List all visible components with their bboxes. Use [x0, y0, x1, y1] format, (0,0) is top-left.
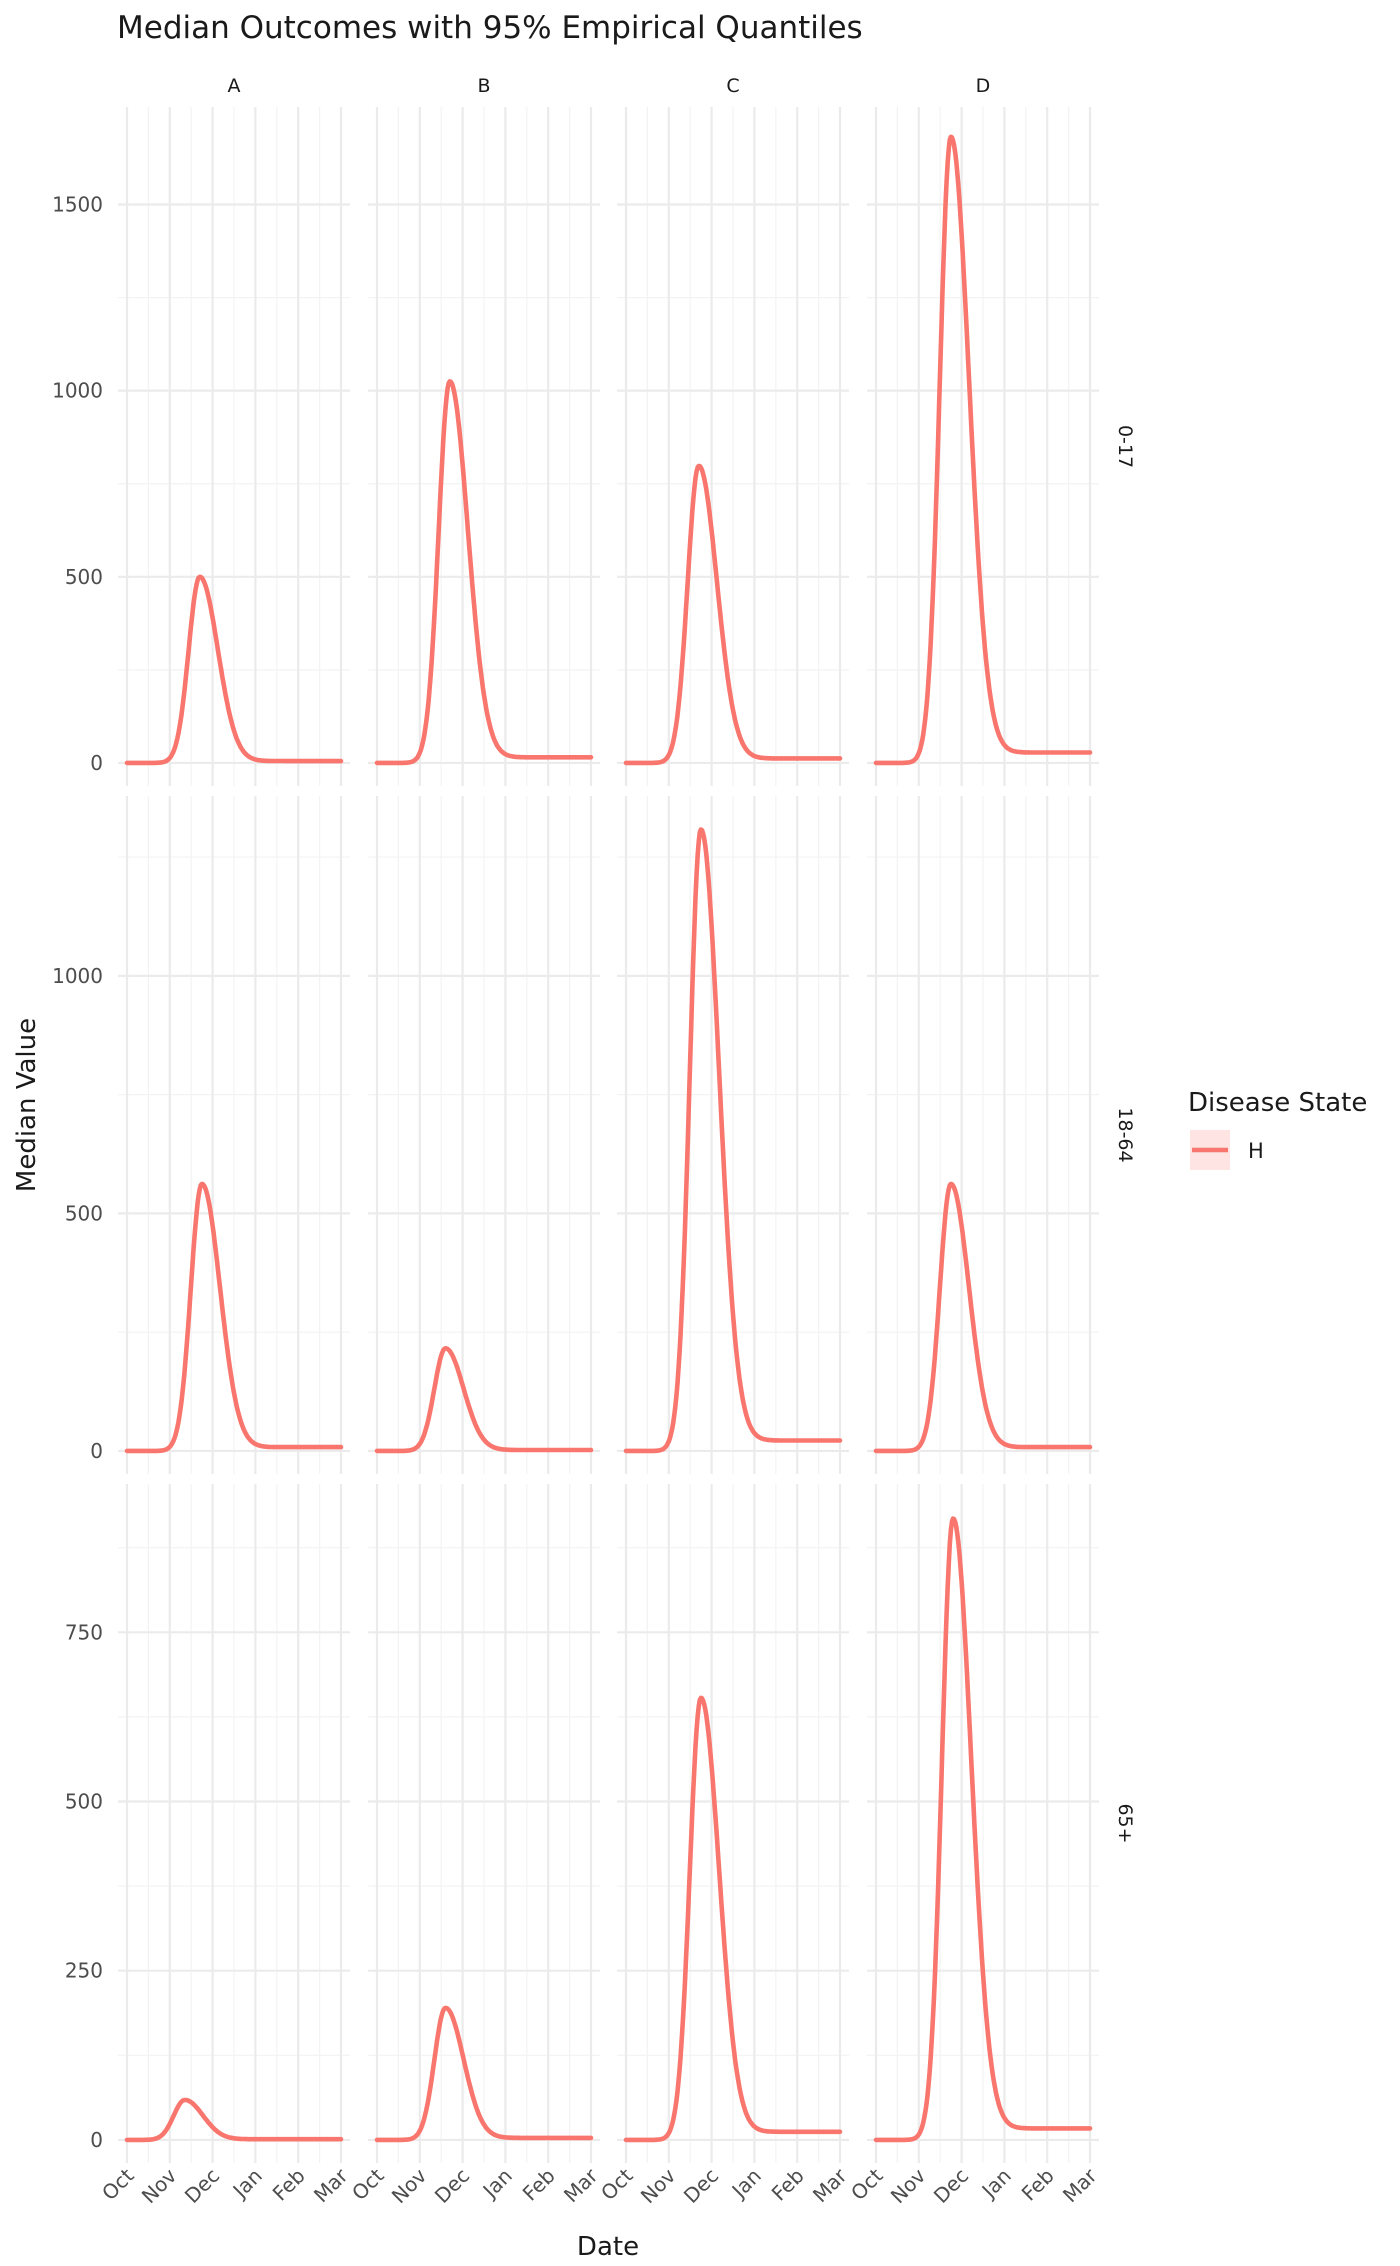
- panel-0-17-C: [617, 107, 849, 786]
- y-tick-label: 500: [65, 565, 103, 589]
- x-tick-label: Feb: [518, 2164, 560, 2206]
- panel-65+-D: [867, 1484, 1099, 2163]
- series-line-18-64-D: [873, 1181, 1093, 1454]
- panel-18-64-C: [617, 796, 849, 1474]
- series-line-0-17-D: [873, 134, 1093, 766]
- panel-18-64-B: [368, 796, 600, 1474]
- series-line-65+-C: [623, 1695, 843, 2143]
- column-strip-D: D: [976, 75, 991, 97]
- x-tick-label: Feb: [767, 2164, 809, 2206]
- y-axis-title: Median Value: [12, 1018, 42, 1192]
- x-tick-label: Oct: [846, 2163, 888, 2205]
- y-tick-label: 750: [65, 1620, 103, 1644]
- series-line-65+-B: [374, 2005, 594, 2143]
- panel-65+-C: [617, 1484, 849, 2163]
- x-tick-label: Oct: [97, 2163, 139, 2205]
- series-line-18-64-A: [124, 1181, 344, 1454]
- panel-0-17-D: [867, 107, 1099, 786]
- x-tick-label: Dec: [430, 2164, 474, 2208]
- y-tick-label: 1500: [52, 193, 103, 217]
- x-tick-label: Dec: [929, 2164, 973, 2208]
- panels-layer: 0 500 1000 1500 0-17 0 500 1000 18-64 0 250 500 750 6…: [52, 75, 1136, 2208]
- x-tick-label: Dec: [679, 2164, 723, 2208]
- legend: Disease State H: [1188, 1088, 1367, 1170]
- column-strip-A: A: [228, 75, 241, 97]
- series-line-0-17-C: [623, 463, 843, 766]
- x-tick-label: Oct: [347, 2163, 389, 2205]
- x-tick-label: Nov: [137, 2163, 182, 2208]
- x-tick-label: Mar: [559, 2163, 603, 2207]
- x-tick-label: Jan: [227, 2164, 267, 2204]
- y-tick-label: 0: [90, 751, 103, 775]
- panel-0-17-B: [368, 107, 600, 786]
- chart-title: Median Outcomes with 95% Empirical Quant…: [117, 10, 863, 46]
- row-strip-65+: 65+: [1114, 1803, 1136, 1843]
- x-tick-label: Mar: [309, 2163, 353, 2207]
- series-line-0-17-B: [374, 379, 594, 766]
- legend-label-h: H: [1248, 1139, 1264, 1163]
- x-tick-label: Jan: [726, 2164, 766, 2204]
- y-tick-label: 0: [90, 2128, 103, 2152]
- x-tick-label: Dec: [180, 2164, 224, 2208]
- x-tick-label: Feb: [1017, 2164, 1059, 2206]
- panel-18-64-D: [867, 796, 1099, 1474]
- x-tick-label: Oct: [596, 2163, 638, 2205]
- y-tick-label: 0: [90, 1439, 103, 1463]
- x-tick-label: Nov: [886, 2163, 931, 2208]
- panel-0-17-A: [118, 107, 350, 786]
- panel-18-64-A: [118, 796, 350, 1474]
- y-tick-label: 1000: [52, 379, 103, 403]
- series-line-65+-D: [873, 1516, 1093, 2143]
- series-line-65+-A: [124, 2097, 344, 2143]
- panel-65+-B: [368, 1484, 600, 2163]
- row-strip-18-64: 18-64: [1114, 1107, 1136, 1162]
- panel-65+-A: [118, 1484, 350, 2163]
- x-tick-label: Feb: [268, 2164, 310, 2206]
- x-tick-label: Mar: [1058, 2163, 1102, 2207]
- column-strip-C: C: [726, 75, 739, 97]
- y-tick-label: 500: [65, 1790, 103, 1814]
- y-tick-label: 250: [65, 1959, 103, 1983]
- series-line-0-17-A: [124, 574, 344, 766]
- series-line-18-64-B: [374, 1346, 594, 1454]
- row-strip-0-17: 0-17: [1114, 425, 1136, 468]
- x-tick-label: Jan: [477, 2164, 517, 2204]
- x-axis-title: Date: [577, 2232, 639, 2262]
- x-tick-label: Nov: [387, 2163, 432, 2208]
- column-strip-B: B: [477, 75, 490, 97]
- legend-title: Disease State: [1188, 1088, 1367, 1118]
- y-tick-label: 500: [65, 1201, 103, 1225]
- x-tick-label: Mar: [808, 2163, 852, 2207]
- x-tick-label: Nov: [636, 2163, 681, 2208]
- series-line-18-64-C: [623, 827, 843, 1454]
- x-tick-label: Jan: [976, 2164, 1016, 2204]
- y-tick-label: 1000: [52, 964, 103, 988]
